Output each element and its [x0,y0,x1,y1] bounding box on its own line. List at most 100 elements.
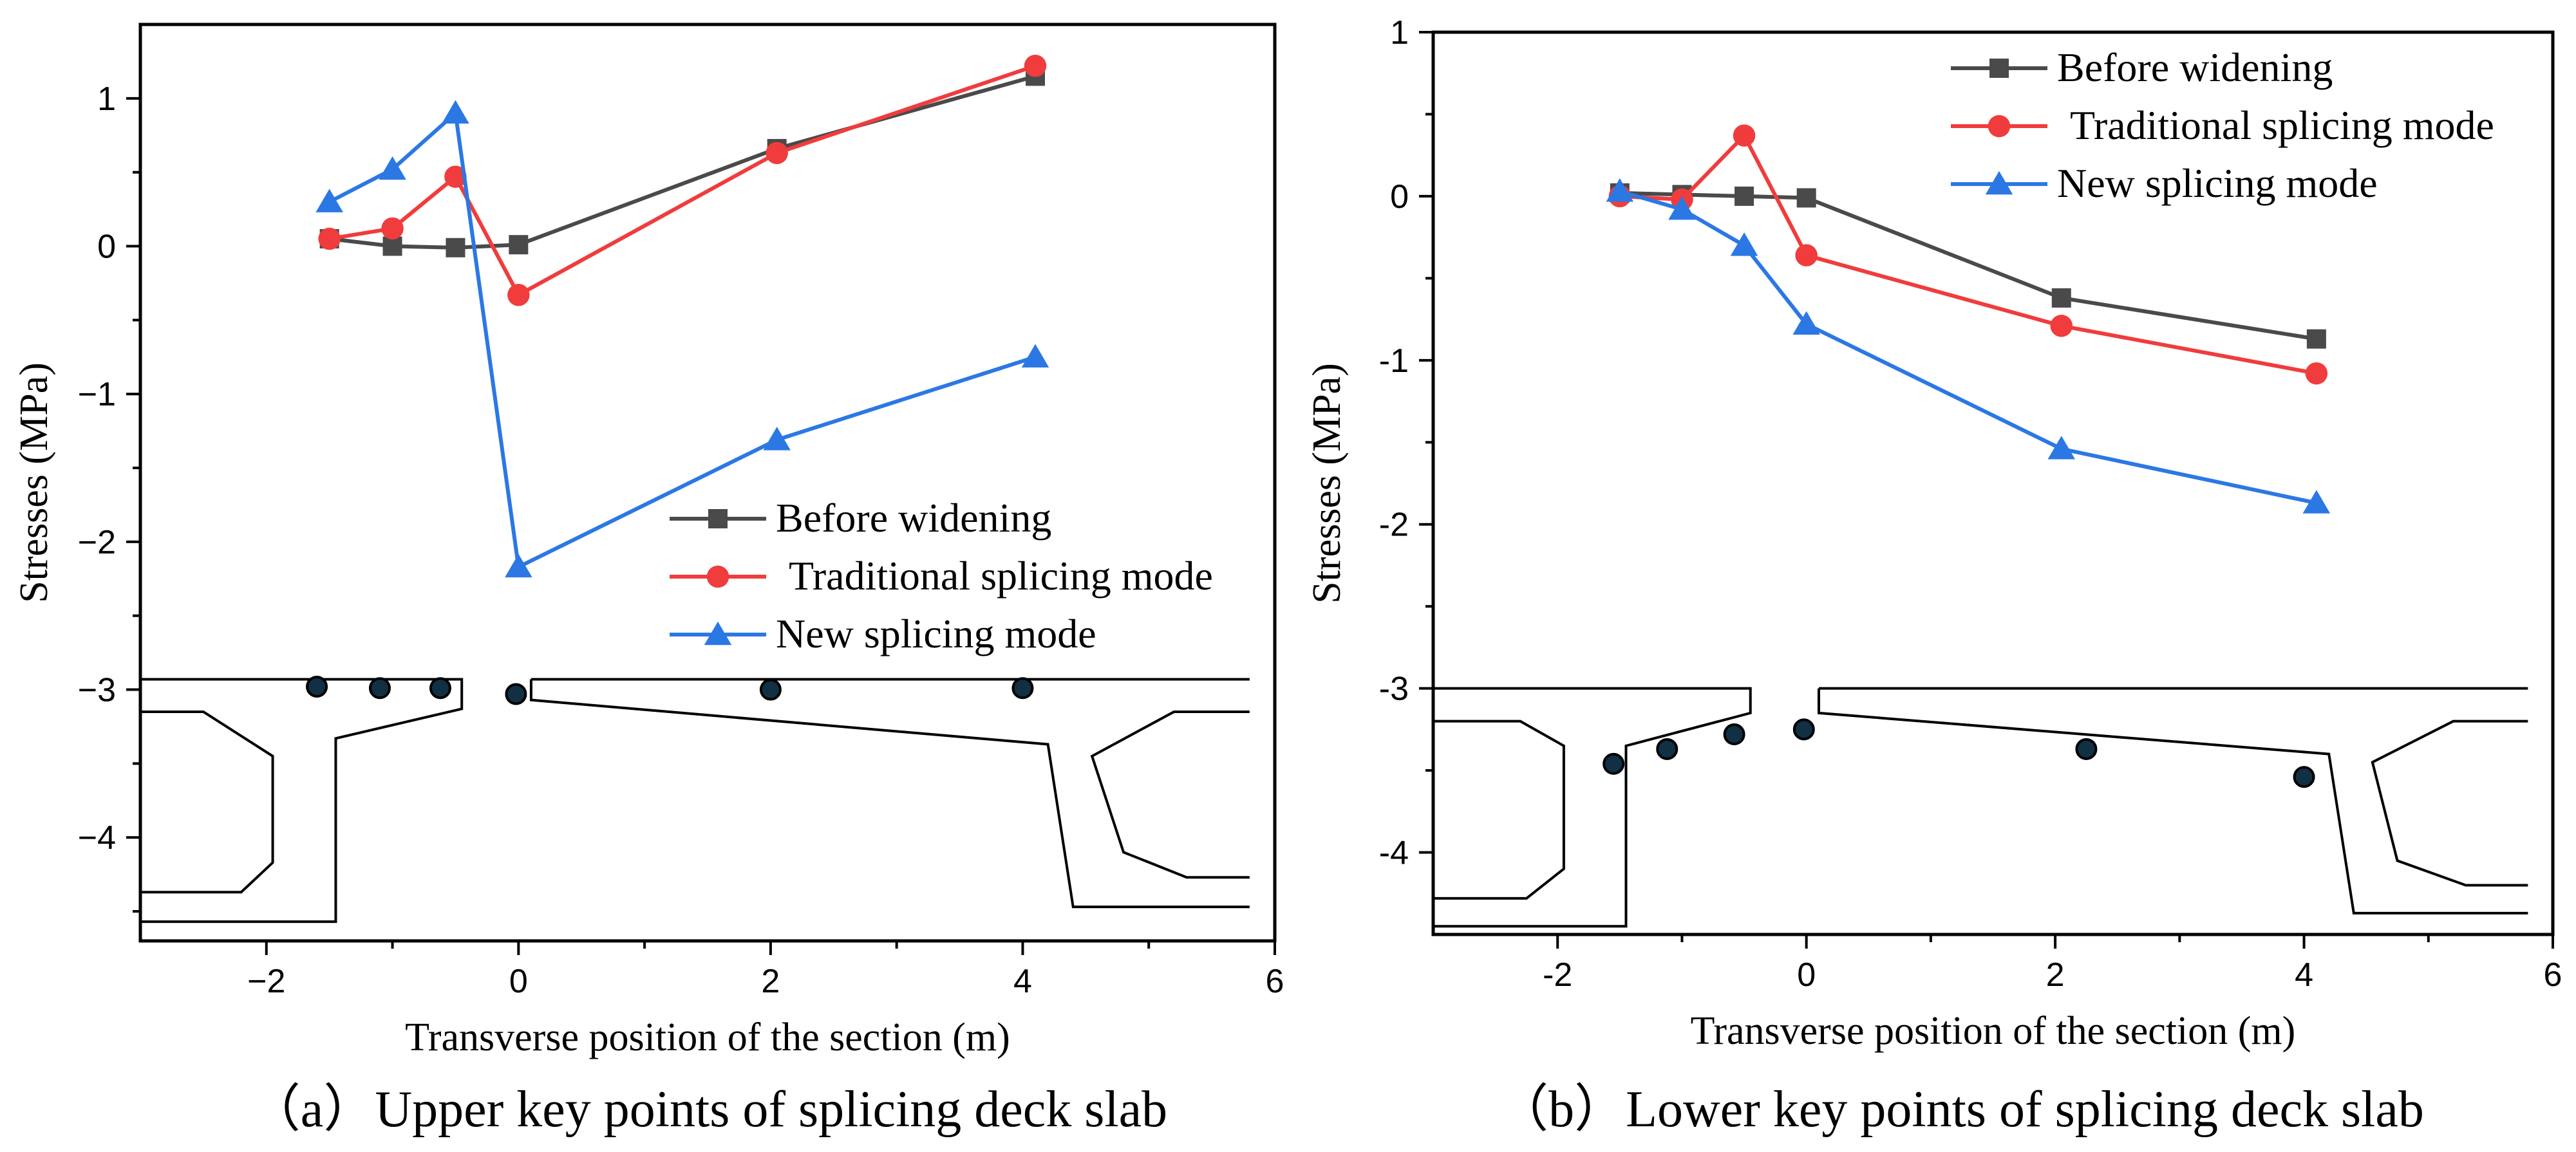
x-tick-label: 6 [2544,956,2562,994]
y-tick-label: -3 [1379,671,1409,708]
key-point-marker [2293,766,2315,788]
data-point [2051,288,2071,308]
y-tick-label: 0 [1390,178,1409,216]
y-tick-label: −1 [78,376,116,413]
y-tick-label: −4 [78,819,116,857]
key-point-marker [1656,738,1678,760]
x-tick-label: 4 [2295,956,2313,994]
key-point-marker [429,677,451,700]
data-point [505,553,532,578]
plot-frame [138,23,1277,943]
data-point [2306,329,2326,349]
legend-label: Traditional splicing mode [2070,102,2494,148]
x-tick-label: 6 [1266,963,1284,1000]
data-point [1024,55,1047,77]
legend-marker [1985,171,2013,195]
plot-frame [1431,30,2555,936]
x-axis-title: Transverse position of the section (m) [405,1016,1010,1059]
x-tick-label: 4 [1013,963,1032,1000]
data-point [442,100,469,124]
series-line [1619,190,2317,341]
key-point-marker [1792,718,1815,741]
y-tick-label: -1 [1379,342,1409,380]
data-point [1668,196,1696,220]
series-line [329,64,1036,297]
x-tick-label: 0 [1797,956,1816,994]
data-point [2305,362,2328,385]
data-point [444,165,467,188]
legend-label: Traditional splicing mode [789,553,1213,599]
series-triangle [315,100,1049,578]
legend-label: New splicing mode [2057,160,2378,206]
panel-b: -2 0 2 4 6 -4 -3 -2 -1 0 1 Before widening Tradition… [1305,14,2562,1138]
cross-section-outline [1433,687,2528,928]
legend-marker [1988,115,2011,138]
data-point [1796,188,1816,208]
y-axis-title: Stresses (MPa) [1305,363,1349,604]
key-point-marker [759,678,782,701]
data-point [1733,124,1756,147]
data-point [379,156,406,180]
key-point-marker [1011,677,1034,700]
legend: Before widening Traditional splicing mode… [1951,44,2494,206]
data-point [763,427,791,451]
section-line [140,711,274,894]
data-point [446,237,465,257]
legend-label: Before widening [2057,44,2333,90]
data-point [2302,490,2331,514]
series-circle [318,55,1047,306]
series-triangle [1606,178,2331,514]
section-line [1090,711,1250,879]
y-tick-label: 1 [1390,14,1409,51]
data-point [1735,186,1754,206]
y-tick-label: −3 [78,672,116,709]
section-line [2371,720,2528,887]
section-line [1817,688,2528,915]
series-square [319,66,1046,257]
y-tick-label: -4 [1379,835,1409,872]
x-tick-label: -2 [1543,956,1572,994]
series-line [1619,189,2317,505]
legend-marker [706,565,729,588]
section-line [1433,687,1752,928]
section-line [1433,720,1565,900]
data-point [1606,178,1634,202]
panel-caption: （a）Upper key points of splicing deck sla… [249,1081,1167,1138]
data-point [381,217,404,240]
data-point [1795,244,1818,266]
cross-section-outline [140,678,1250,924]
data-point [2050,315,2073,337]
key-point-marker [1723,723,1745,746]
data-point [2047,436,2076,460]
series-square [1610,183,2326,349]
x-tick-label: 2 [761,963,780,1000]
legend-label: Before widening [776,495,1051,541]
x-tick-label: 2 [2046,956,2065,994]
y-tick-label: -2 [1379,506,1409,544]
legend-marker [704,621,732,646]
key-point-marker [505,683,527,705]
y-tick-label: 1 [97,80,116,118]
y-tick-label: −2 [78,524,116,561]
x-tick-label: −2 [247,963,285,1000]
y-axis-title: Stresses (MPa) [12,362,56,603]
data-point [1021,344,1049,367]
legend-label: New splicing mode [776,611,1096,656]
key-point-marker [368,677,391,700]
key-point-marker [306,675,328,698]
data-point [1730,232,1758,256]
legend-marker [1989,59,2009,78]
x-axis-title: Transverse position of the section (m) [1691,1009,2296,1053]
panel-caption: （b）Lower key points of splicing deck sla… [1497,1081,2424,1138]
data-point [1792,311,1820,335]
key-point-marker [2075,738,2098,760]
data-point [382,236,402,256]
data-point [766,142,788,165]
data-point [315,189,343,212]
x-tick-label: 0 [509,963,528,1000]
key-point-marker [1603,752,1625,775]
series-circle [1608,124,2328,385]
data-point [509,235,529,255]
y-tick-label: 0 [97,228,116,266]
